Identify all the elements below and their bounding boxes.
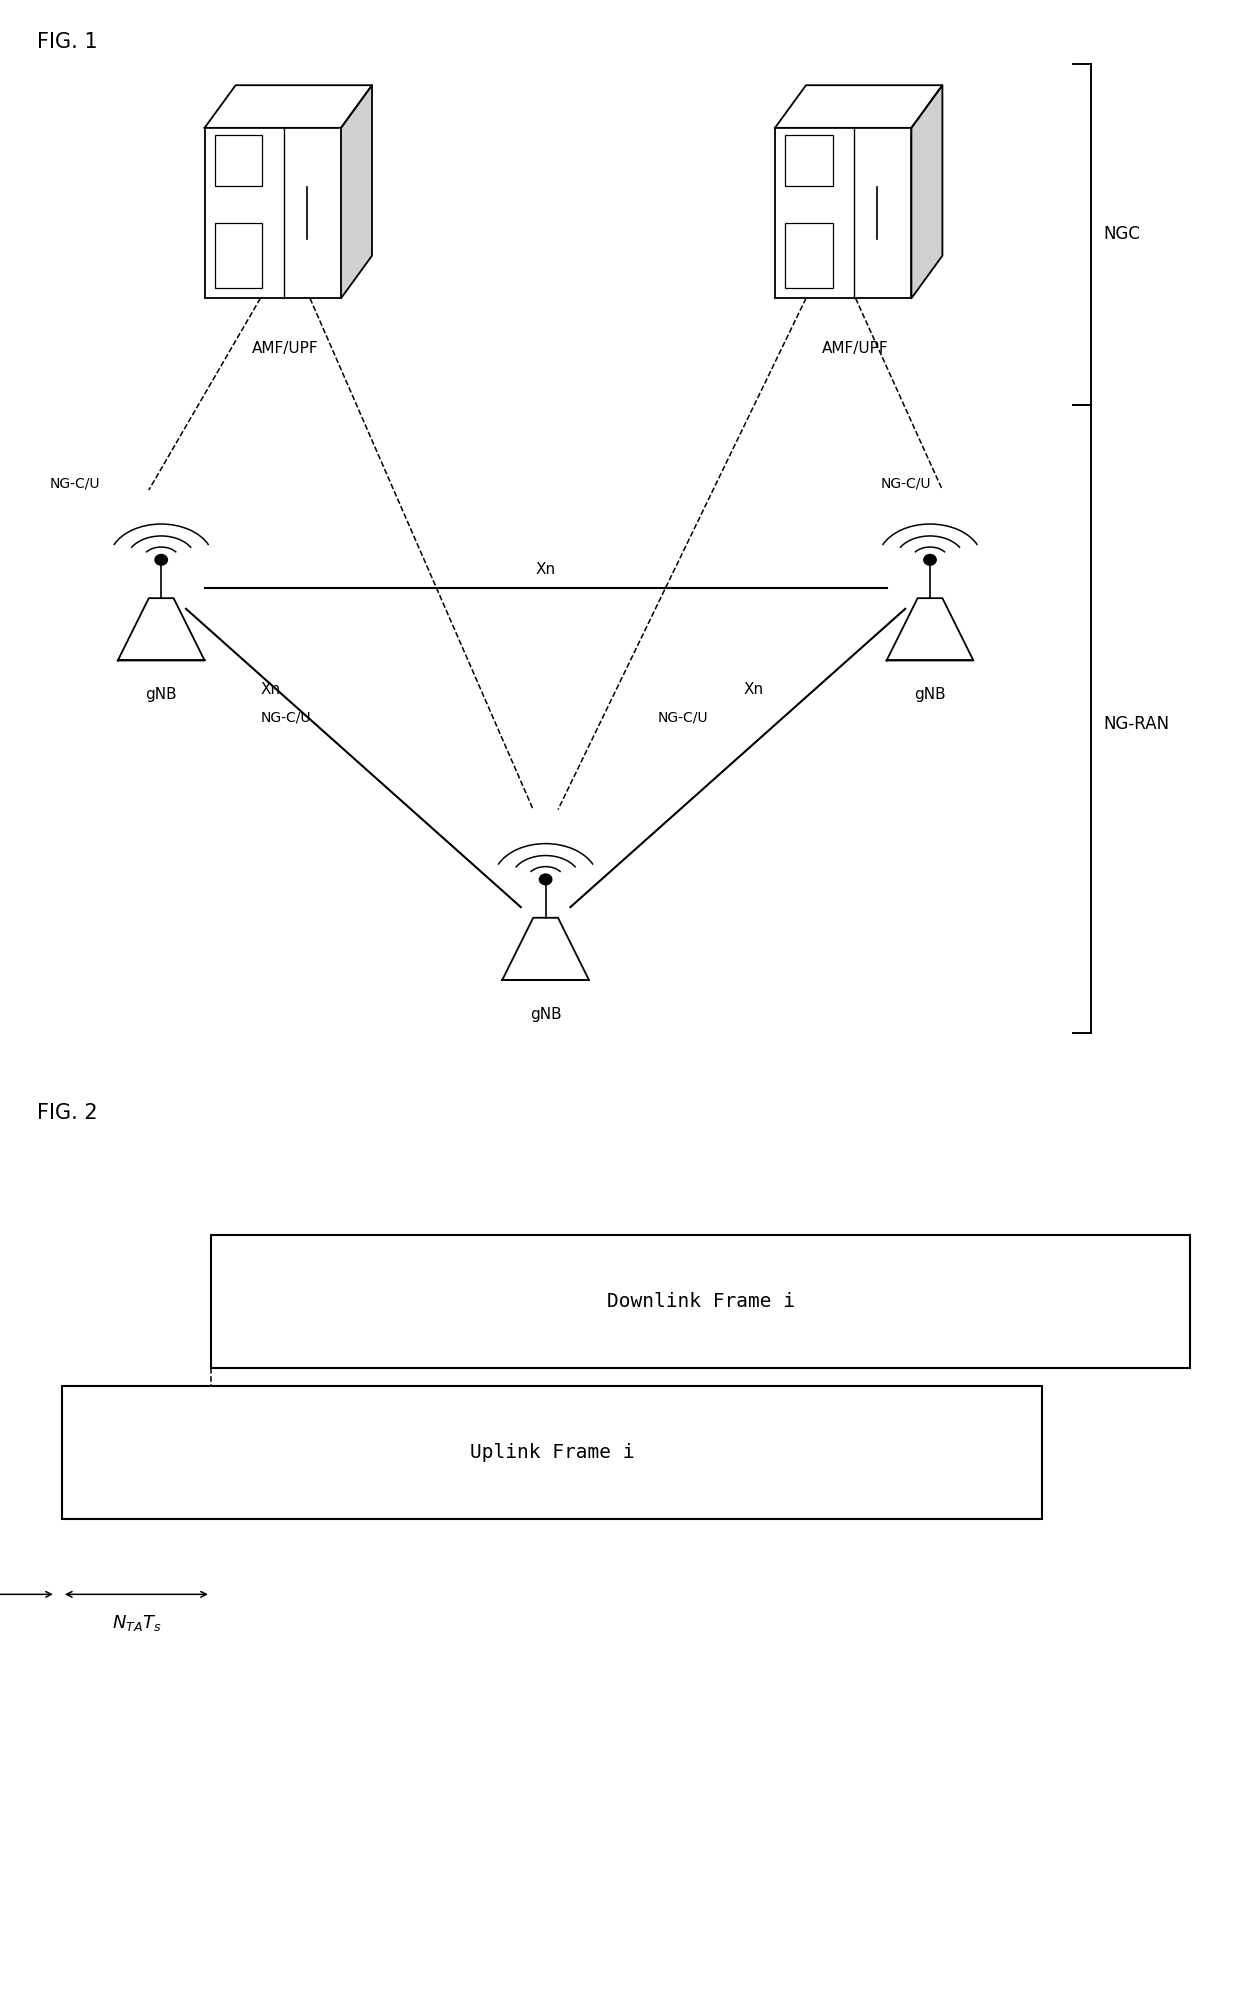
Text: AMF/UPF: AMF/UPF <box>822 342 889 356</box>
Text: FIG. 1: FIG. 1 <box>37 32 98 52</box>
Text: gNB: gNB <box>529 1007 562 1021</box>
Bar <box>785 223 832 287</box>
Text: gNB: gNB <box>914 687 946 701</box>
Text: Xn: Xn <box>536 563 556 577</box>
Bar <box>775 129 911 297</box>
Text: Downlink Frame i: Downlink Frame i <box>606 1292 795 1311</box>
Bar <box>62 1387 1042 1520</box>
Text: FIG. 2: FIG. 2 <box>37 1103 98 1124</box>
Text: Xn: Xn <box>744 681 764 697</box>
Bar <box>211 1236 1190 1367</box>
Bar <box>785 135 832 187</box>
Bar <box>215 135 263 187</box>
Text: NGC: NGC <box>1104 225 1141 243</box>
Polygon shape <box>118 599 205 661</box>
Text: Uplink Frame i: Uplink Frame i <box>470 1443 634 1461</box>
Text: $N_{TA}T_s$: $N_{TA}T_s$ <box>112 1614 161 1634</box>
Circle shape <box>155 555 167 565</box>
Text: NG-RAN: NG-RAN <box>1104 716 1169 734</box>
Polygon shape <box>205 84 372 129</box>
Polygon shape <box>502 919 589 981</box>
Polygon shape <box>775 84 942 129</box>
Bar <box>215 223 263 287</box>
Polygon shape <box>887 599 973 661</box>
Bar <box>205 129 341 297</box>
Polygon shape <box>911 84 942 297</box>
Text: NG-C/U: NG-C/U <box>260 710 311 724</box>
Text: NG-C/U: NG-C/U <box>50 476 100 490</box>
Text: Xn: Xn <box>260 681 280 697</box>
Text: NG-C/U: NG-C/U <box>657 710 708 724</box>
Polygon shape <box>341 84 372 297</box>
Circle shape <box>539 874 552 884</box>
Text: gNB: gNB <box>145 687 177 701</box>
Text: NG-C/U: NG-C/U <box>880 476 931 490</box>
Circle shape <box>924 555 936 565</box>
Text: AMF/UPF: AMF/UPF <box>252 342 319 356</box>
